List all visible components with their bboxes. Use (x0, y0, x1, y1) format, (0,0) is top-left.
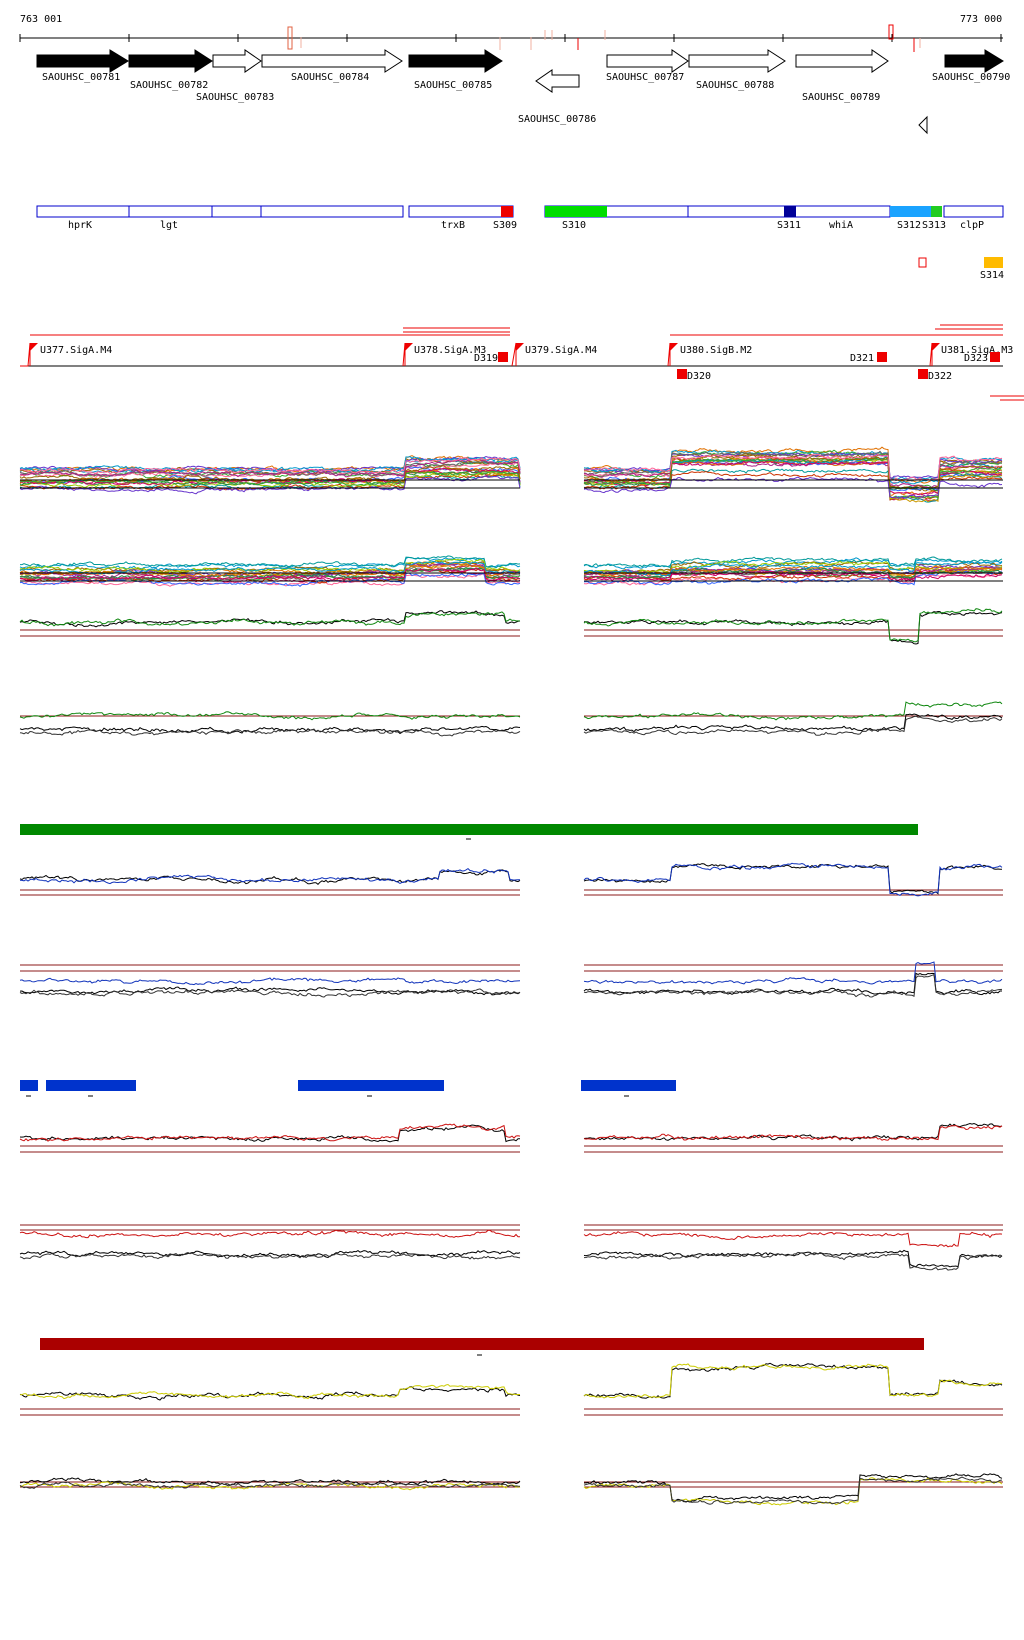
gene-arrow-00784[interactable] (261, 49, 403, 73)
gene-label-00789: SAOUHSC_00789 (802, 92, 880, 103)
ruler-red-features (287, 24, 921, 52)
blue-condition-bar (298, 1080, 444, 1091)
terminator-label-D320: D320 (687, 371, 711, 382)
promoter-flag-icon (405, 343, 413, 351)
promoter-track: U377.SigA.M4 U378.SigA.M3 U379.SigA.M4 U… (20, 324, 1024, 401)
gene-name-clpP: clpP (960, 220, 984, 231)
gene-label-00784: SAOUHSC_00784 (291, 72, 369, 83)
promoter-label-U381: U381.SigA.M3 (941, 345, 1013, 356)
promoter-flag-icon (932, 343, 940, 351)
paired-trace-panel (19, 862, 1003, 897)
multi-sample-panel (19, 555, 1003, 587)
gene-label-00781: SAOUHSC_00781 (42, 72, 120, 83)
red-condition-bar (40, 1338, 924, 1350)
gene-name-hprK: hprK (68, 220, 92, 231)
gene-arrow-00788[interactable] (688, 49, 786, 73)
paired-trace-panel (19, 1224, 1003, 1271)
paired-trace-panel (19, 1473, 1003, 1506)
coordinate-ruler: 763 001 773 000 (19, 14, 1003, 52)
segment-label-S314: S314 (980, 270, 1004, 281)
promoter-label-U379: U379.SigA.M4 (525, 345, 597, 356)
gene-arrow-00787[interactable] (606, 49, 689, 73)
blue-condition-bar (20, 1080, 38, 1091)
terminator-label-D319: D319 (474, 353, 498, 364)
promoter-flag-icon (30, 343, 38, 351)
gene-label-00790: SAOUHSC_00790 (932, 72, 1010, 83)
blue-condition-bar (46, 1080, 136, 1091)
gene-track: SAOUHSC_00781 SAOUHSC_00782 SAOUHSC_0078… (36, 49, 1010, 135)
gene-arrow-00790[interactable] (944, 49, 1004, 73)
green-condition-bar (20, 824, 918, 835)
gene-name-lgt: lgt (160, 220, 178, 231)
promoter-label-U380: U380.SigB.M2 (680, 345, 752, 356)
paired-trace-panel (19, 701, 1003, 737)
gene-label-00782: SAOUHSC_00782 (130, 80, 208, 91)
gene-arrow-00789[interactable] (795, 49, 889, 73)
segment-label-S311: S311 (777, 220, 801, 231)
gene-label-00785: SAOUHSC_00785 (414, 80, 492, 91)
ruler-end-label: 773 000 (960, 14, 1002, 25)
gene-arrow-00783[interactable] (212, 49, 262, 73)
gene-label-00788: SAOUHSC_00788 (696, 80, 774, 91)
gene-arrow-00786[interactable] (535, 69, 580, 93)
ruler-ticks (19, 34, 1002, 42)
gene-label-00787: SAOUHSC_00787 (606, 72, 684, 83)
terminator-label-D323: D323 (964, 353, 988, 364)
segment-label-S312: S312 (897, 220, 921, 231)
segment-label-S310: S310 (562, 220, 586, 231)
gene-arrow-00782[interactable] (128, 49, 213, 73)
terminator-label-D322: D322 (928, 371, 952, 382)
gene-label-00786: SAOUHSC_00786 (518, 114, 596, 125)
ruler-start-label: 763 001 (20, 14, 62, 25)
gene-arrow-00785[interactable] (408, 49, 503, 73)
terminator-label-D321: D321 (850, 353, 874, 364)
condition-bars (20, 824, 924, 1356)
paired-trace-panel (19, 1122, 1003, 1153)
promoter-flag-icon (670, 343, 678, 351)
segment-label-S309: S309 (493, 220, 517, 231)
paired-trace-panel (19, 608, 1003, 645)
paired-trace-panel (19, 1362, 1003, 1416)
promoter-label-U377: U377.SigA.M4 (40, 345, 112, 356)
paired-trace-panel (19, 961, 1003, 998)
annotation-track: hprK lgt trxB whiA clpP S309 S310 S311 S… (36, 205, 1004, 281)
gene-name-trxB: trxB (441, 220, 465, 231)
blue-condition-bar (581, 1080, 676, 1091)
multi-sample-panel (19, 446, 1003, 503)
gene-arrow-00781[interactable] (36, 49, 129, 73)
promoter-label-U378: U378.SigA.M3 (414, 345, 486, 356)
gene-label-00783: SAOUHSC_00783 (196, 92, 274, 103)
expression-profiles (19, 446, 1003, 1506)
small-reverse-arrow-icon (918, 115, 928, 135)
gene-name-whiA: whiA (829, 220, 853, 231)
promoter-flag-icon (516, 343, 524, 351)
segment-label-S313: S313 (922, 220, 946, 231)
